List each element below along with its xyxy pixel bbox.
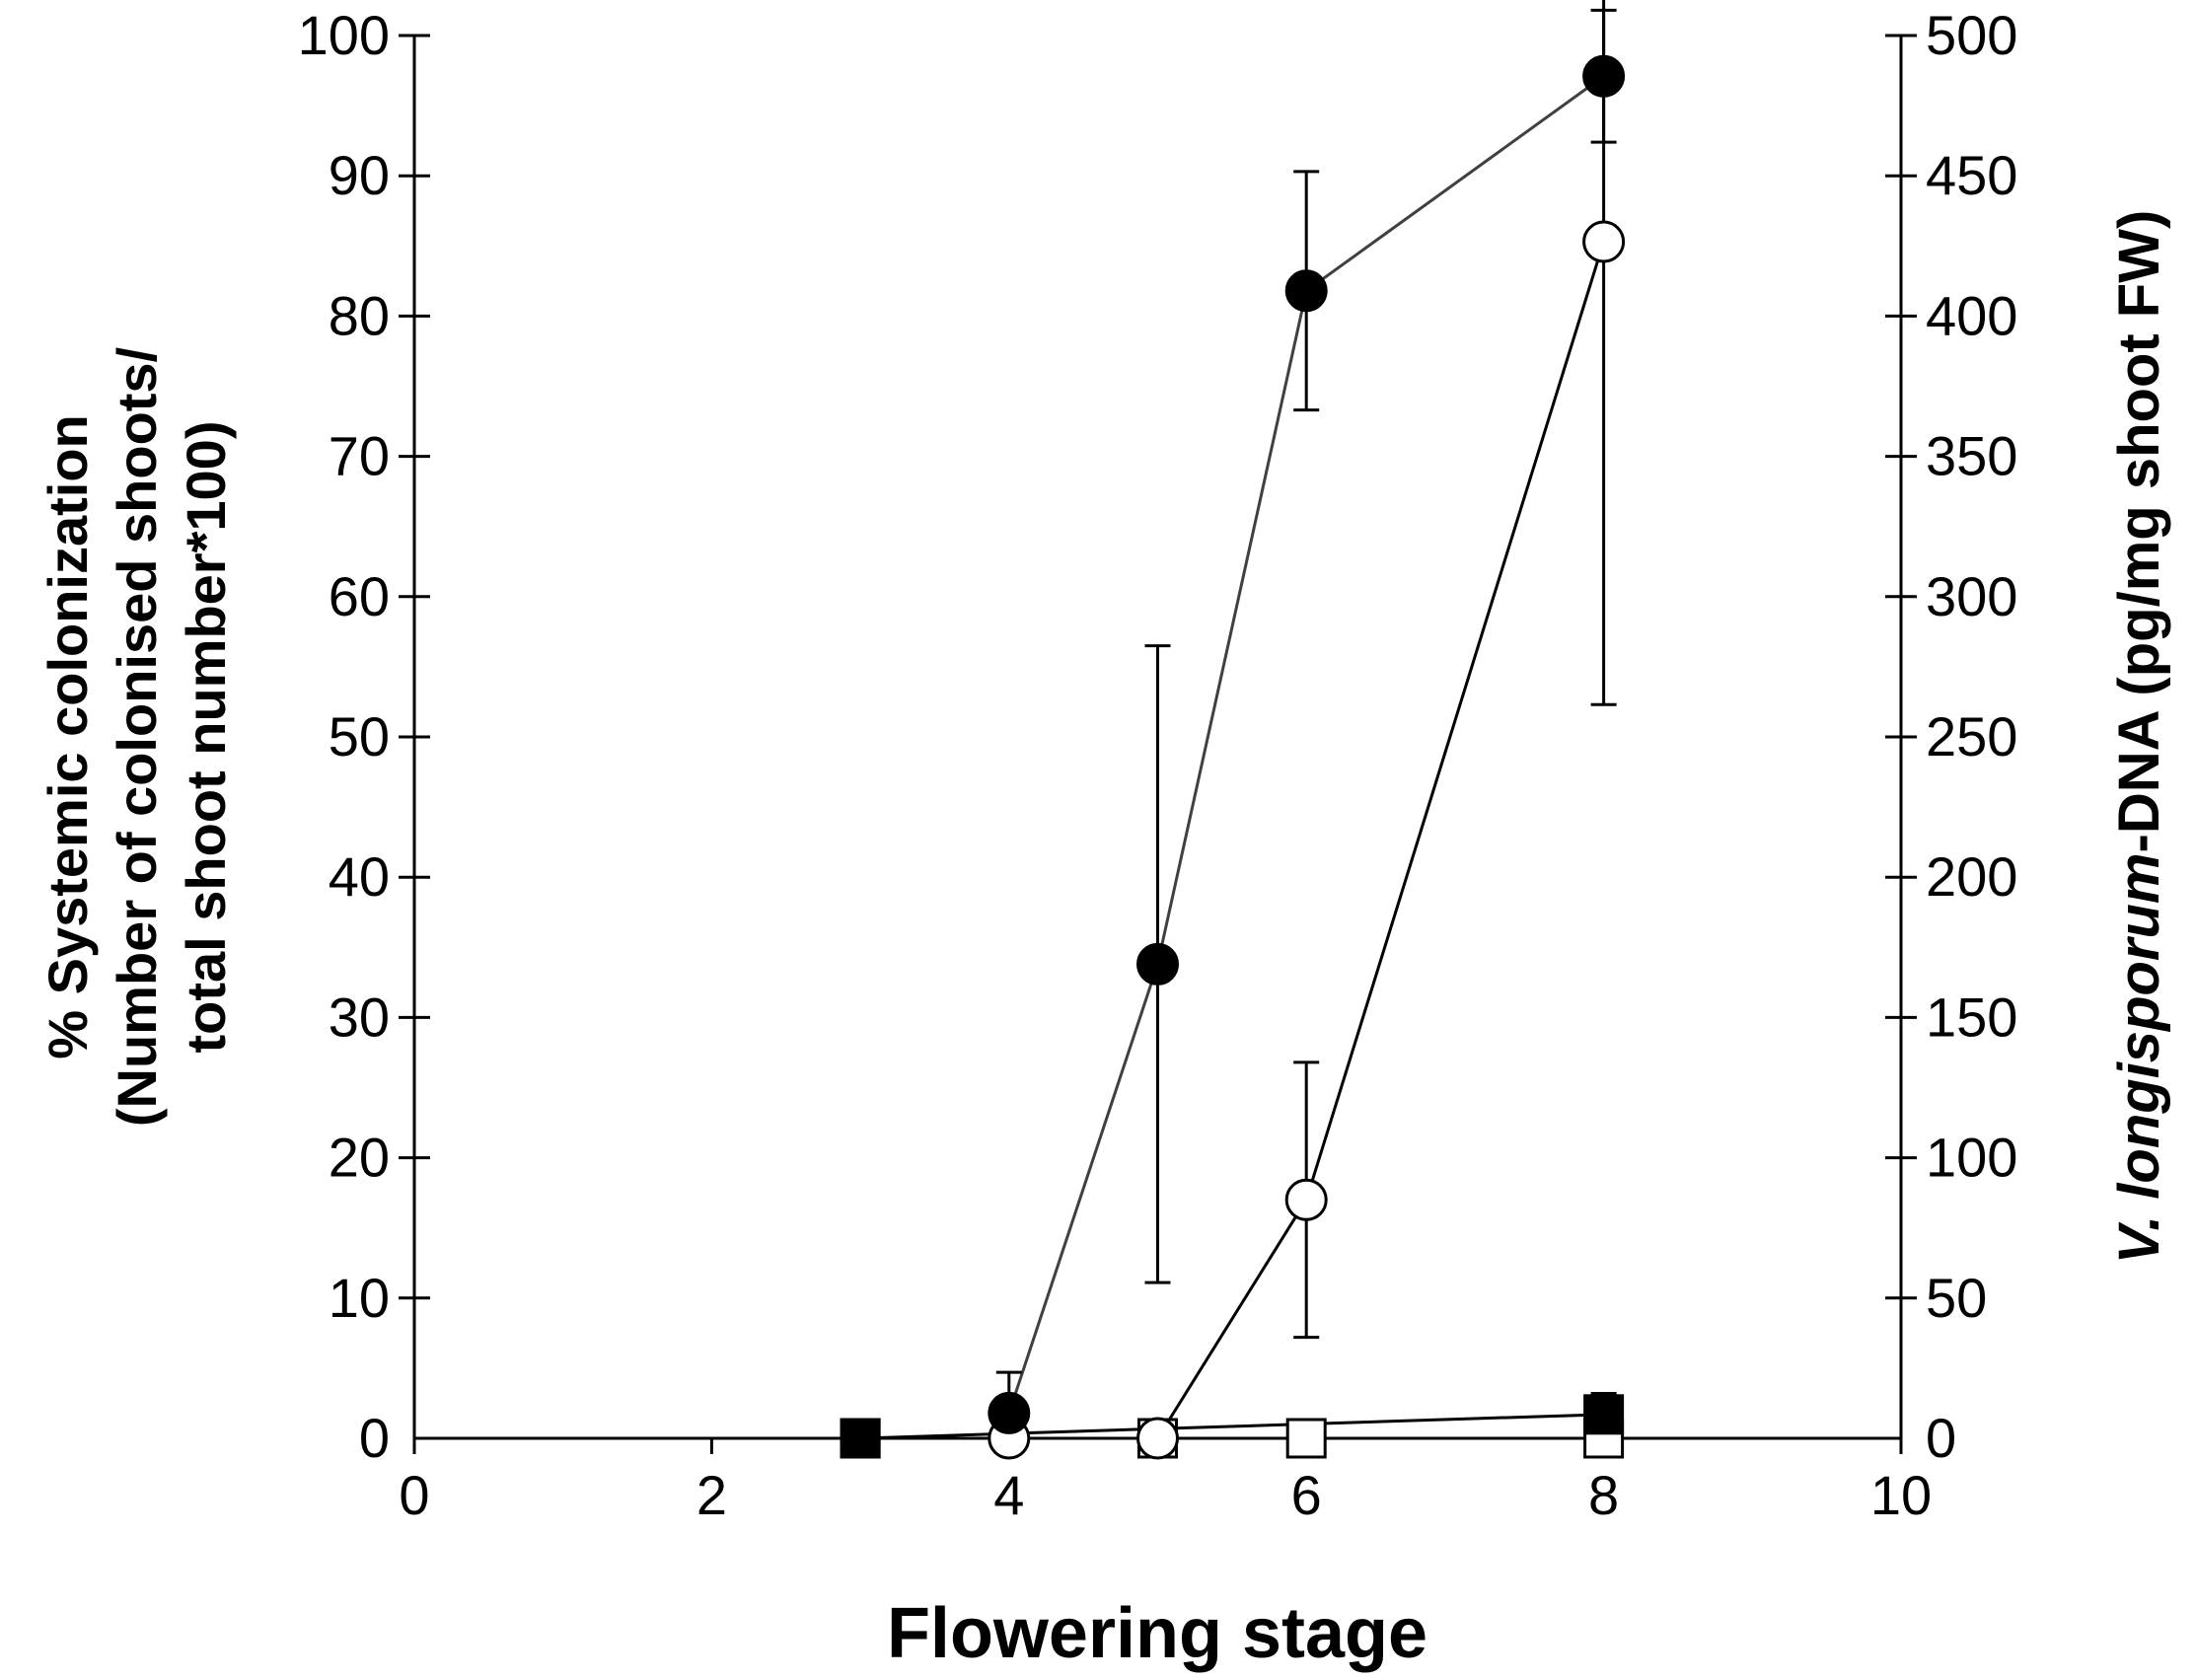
series-lines [860, 75, 1606, 1440]
data-point [1583, 1394, 1625, 1435]
right-y-tick-label: 0 [1926, 1407, 1956, 1469]
left-y-axis-title-line-3: total shoot number*100) [175, 421, 237, 1054]
ticks: 0 2 4 6 8 10010203040506070809010005010015020… [298, 4, 2018, 1526]
x-tick-label: 4 [993, 1464, 1024, 1526]
data-point [1136, 942, 1179, 986]
right-y-tick-label: 300 [1926, 565, 2017, 627]
left-y-tick-label: 60 [329, 565, 390, 627]
x-tick-label: 8 [1588, 1464, 1619, 1526]
series-line [1008, 241, 1606, 1440]
left-y-tick-label: 20 [329, 1127, 390, 1189]
right-y-tick-label: 200 [1926, 845, 2017, 908]
right-y-tick-label: 400 [1926, 284, 2017, 346]
x-axis-title: Flowering stage [887, 1594, 1427, 1673]
left-y-axis-title: % Systemic colonization (Number of colon… [37, 346, 237, 1127]
left-y-tick-label: 30 [329, 986, 390, 1048]
x-tick-label: 0 [399, 1464, 429, 1526]
left-y-tick-label: 10 [329, 1267, 390, 1329]
left-y-tick-label: 80 [329, 284, 390, 346]
right-y-tick-label: 150 [1926, 986, 2017, 1048]
left-y-tick-label: 70 [329, 425, 390, 487]
right-y-axis-title-italic: V. longisporum [2107, 853, 2171, 1265]
data-point [840, 1418, 881, 1459]
series-group [840, 0, 1626, 1460]
data-point [988, 1391, 1031, 1434]
series-line [1007, 75, 1605, 1414]
left-y-tick-label: 50 [329, 705, 390, 767]
left-y-tick-label: 90 [329, 144, 390, 206]
error-bars [995, 0, 1617, 1440]
series-markers [840, 54, 1626, 1460]
right-y-tick-label: 350 [1926, 425, 2017, 487]
x-tick-label: 2 [696, 1464, 727, 1526]
data-point [1136, 1417, 1179, 1460]
data-point [1284, 269, 1328, 313]
data-point [1284, 1178, 1328, 1221]
right-y-axis-title-text: V. longisporum-DNA (pg/mg shoot FW) [2107, 210, 2171, 1265]
left-y-tick-label: 100 [298, 4, 390, 66]
right-y-tick-label: 450 [1926, 144, 2017, 206]
right-y-tick-label: 50 [1926, 1267, 1987, 1329]
right-y-tick-label: 100 [1926, 1127, 2017, 1189]
right-y-tick-label: 250 [1926, 705, 2017, 767]
right-y-axis-title: V. longisporum-DNA (pg/mg shoot FW) [2107, 210, 2171, 1265]
data-point [1582, 220, 1626, 263]
left-y-axis-title-line-1: % Systemic colonization [37, 414, 99, 1059]
data-point [1582, 54, 1626, 98]
right-y-tick-label: 500 [1926, 4, 2017, 66]
data-point [1285, 1418, 1327, 1459]
left-y-axis-title-line-2: (Number of colonised shoots/ [106, 346, 168, 1127]
left-y-tick-label: 0 [359, 1407, 390, 1469]
x-tick-label: 6 [1291, 1464, 1322, 1526]
left-y-tick-label: 40 [329, 845, 390, 908]
x-tick-label: 10 [1870, 1464, 1932, 1526]
series-line [860, 1413, 1604, 1440]
right-y-axis-title-rest: -DNA (pg/mg shoot FW) [2107, 210, 2171, 853]
